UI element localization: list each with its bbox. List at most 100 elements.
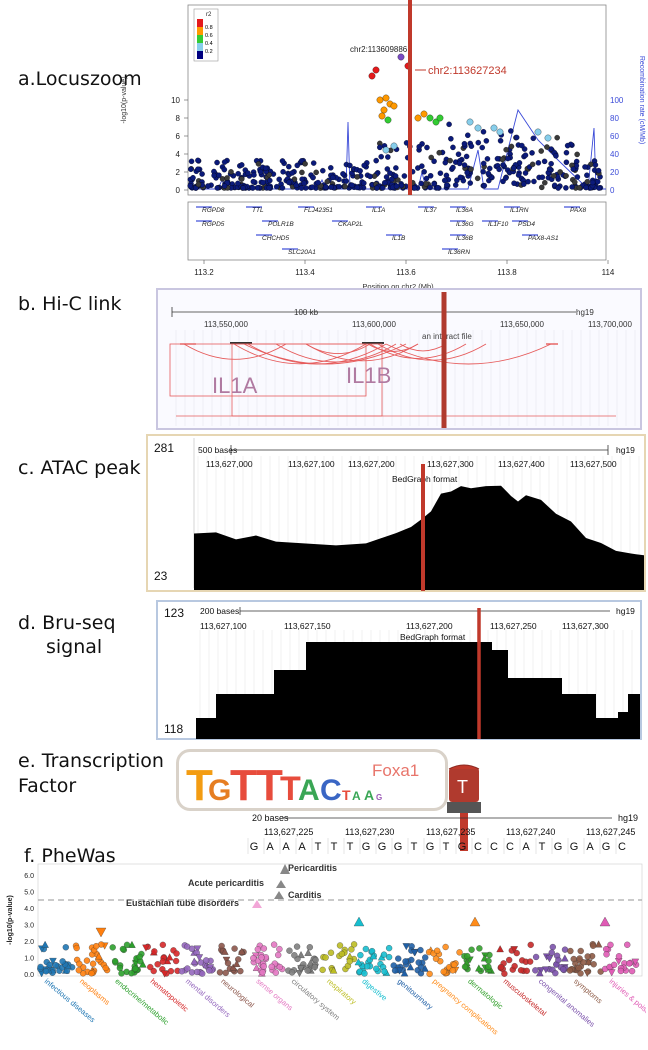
phewas-marker [497,963,505,971]
gene-name: IL36B [456,235,474,242]
locuszoom-xlabel: Position on chr2 (Mb) [362,282,434,291]
x-tick-label: 113.6 [396,268,416,277]
gene-name: IL1F10 [488,221,509,228]
base-letter: C [474,841,482,853]
tf-pos: 113,627,245 [586,827,635,837]
snp-point [455,151,462,157]
phewas-marker [395,955,402,962]
snp-point [474,175,481,182]
snp-point [235,180,241,187]
phewas-marker [288,969,296,976]
annot-carditis: Carditis [288,890,322,900]
phewas-marker [229,963,237,971]
r2-legend: r2 0.8 0.6 0.4 0.2 [193,8,219,62]
y-tick-label: 0.0 [24,972,34,979]
snp-point [266,185,272,191]
x-tick-label: 113.4 [295,268,315,277]
phewas-marker [286,947,293,954]
phewas-marker [193,945,202,953]
bruseq-scale: 200 bases [200,606,239,616]
snp-point [443,182,450,188]
phewas-marker [361,970,368,977]
snp-point [329,174,336,181]
atac-ymin: 23 [154,569,168,583]
phewas-marker [293,943,301,950]
gene-name: TTL [252,207,264,214]
motif-letter-g: G [376,793,382,802]
y-tick-label: 4 [176,150,181,159]
snp-point [570,166,577,172]
phewas-marker [119,945,127,953]
phewas-marker [95,927,107,938]
snp-point [511,180,517,186]
motif-logo: T G T T T A C T A A G Foxa1 [186,761,419,804]
bruseq-ymin: 118 [164,722,183,736]
hic-pos: 113,600,000 [352,320,396,329]
phewas-marker [79,970,87,977]
phewas-marker [312,956,319,964]
highlight-snp-label: chr2:113627234 [428,65,507,77]
snp-point-ld [490,124,498,132]
snp-point [485,170,492,177]
phewas-marker [128,970,135,977]
snp-point [515,172,522,178]
phewas-ylabel: -log10(p-value) [7,895,14,945]
y-tick-label: 10 [171,96,180,105]
bruseq-pos: 113,627,300 [562,621,609,631]
snp-point [594,178,601,185]
phewas-marker [159,941,166,948]
phewas-marker [83,957,91,964]
snp-point [583,184,589,191]
phewas-marker [402,958,409,965]
snp-point [301,180,307,186]
phewas-marker [513,949,520,957]
phewas-marker [276,945,283,953]
atac-pos: 113,627,200 [348,459,395,469]
legend-item: 0.8 [205,25,213,31]
phewas-marker [589,942,597,949]
snp-point [437,170,444,176]
interaction-arc [385,343,552,365]
y-tick-label-right: 0 [610,186,615,195]
gene-name: IL1A [372,207,385,214]
phewas-marker [406,963,415,971]
phewas-marker [362,945,370,953]
snp-point [216,172,222,179]
phewas-marker [327,949,335,956]
phewas-marker [415,959,422,966]
phewas-marker [400,969,409,977]
snp-point [546,166,553,173]
phewas-marker [348,946,355,953]
label-tf-2: Factor [18,775,77,797]
phewas-marker [178,968,185,975]
snp-point [486,165,493,172]
snp-point [448,135,454,142]
phewas-marker [536,969,544,977]
phewas-marker [216,969,224,976]
snp-point [595,167,602,174]
gene-name: IL36A [456,207,473,214]
phewas-marker [617,967,624,975]
phewas-marker [449,967,456,974]
atac-pos: 113,627,000 [206,459,253,469]
phewas-marker [607,969,616,977]
snp-point [563,185,569,191]
sequence-track: 20 bases hg19 113,627,225 113,627,230 11… [247,813,638,854]
snp-point [411,185,418,191]
phewas-marker [336,942,344,949]
base-letter: G [394,841,403,853]
snp-point-ld [378,112,386,120]
base-letter: A [586,841,594,853]
phewas-marker [421,964,429,972]
hit-marker [274,891,284,899]
phewas-marker [319,966,326,974]
snp-point [431,158,437,165]
gene-name: PAX8 [570,207,587,214]
phewas-marker [297,965,305,973]
phewas-marker [254,946,261,953]
atac-assembly: hg19 [616,445,635,455]
snp-point [521,181,527,187]
phewas-marker [311,963,318,971]
gene-name: IL37 [424,207,437,214]
phewas-marker [272,969,279,976]
